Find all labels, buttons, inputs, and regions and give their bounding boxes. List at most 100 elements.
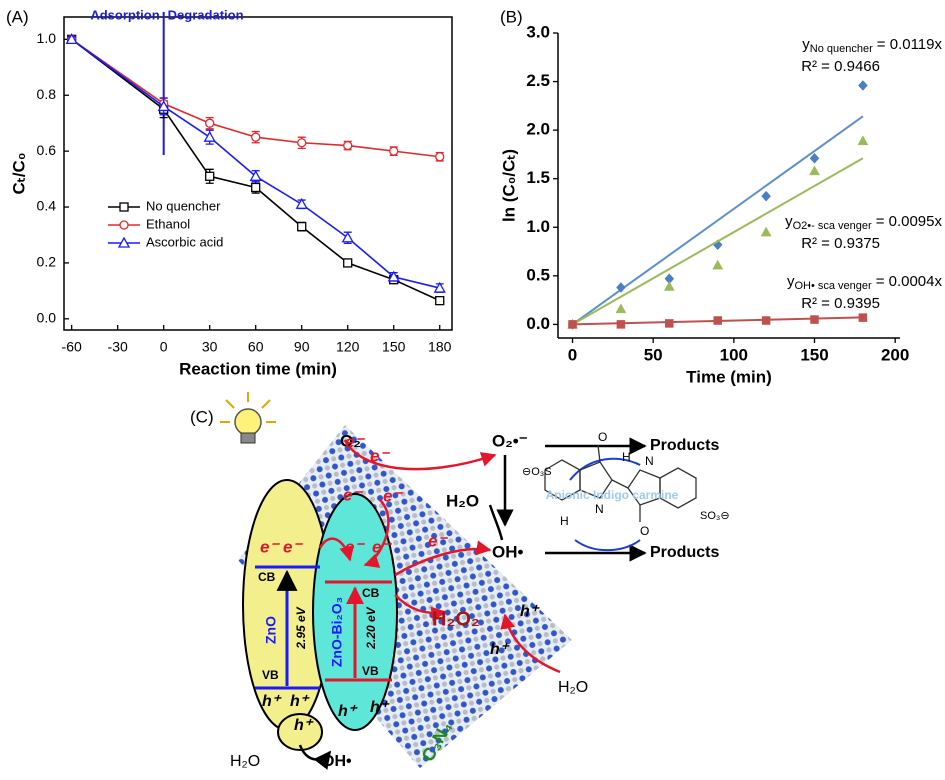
marker xyxy=(810,315,819,324)
marker xyxy=(203,130,216,142)
band-label: CB xyxy=(258,570,276,584)
marker xyxy=(713,316,722,325)
y-tick-label: 2.5 xyxy=(526,71,550,90)
c3n4-sheet xyxy=(238,425,572,768)
label: Products xyxy=(650,437,719,454)
x-tick-label: 30 xyxy=(202,339,218,355)
marker xyxy=(249,169,262,181)
marker xyxy=(568,320,577,329)
annotation: Degradation xyxy=(168,7,244,22)
marker xyxy=(65,33,78,45)
marker xyxy=(809,152,820,164)
marker xyxy=(857,135,869,146)
bands xyxy=(255,565,392,690)
molecule-name: Anionic Indigo carmine xyxy=(546,488,679,502)
series-line xyxy=(71,38,440,158)
electron: e⁻ xyxy=(345,537,365,556)
fit-slope: = 0.0095x xyxy=(876,213,943,230)
bulb-icon xyxy=(220,392,276,444)
panel-label: (C) xyxy=(190,407,214,426)
fit-symbol: y xyxy=(802,36,810,53)
fit-line xyxy=(572,157,864,326)
electron: e⁻ xyxy=(370,446,390,465)
legend-label: Ethanol xyxy=(146,216,190,231)
series-name: OH• sca venger xyxy=(794,280,872,292)
marker xyxy=(119,202,129,212)
legend-label: Ascorbic acid xyxy=(146,234,223,249)
hole: h⁺ xyxy=(290,693,310,710)
marker xyxy=(389,146,399,156)
x-tick-label: 50 xyxy=(644,345,663,364)
atom: O xyxy=(640,524,649,538)
marker xyxy=(761,316,771,325)
label: OH• xyxy=(492,542,524,561)
marker xyxy=(760,226,772,237)
r-squared: R² = 0.9375 xyxy=(801,235,880,252)
y-tick-label: 0.6 xyxy=(37,142,57,158)
x-tick-label: 100 xyxy=(720,345,748,364)
y-tick-label: 1.0 xyxy=(526,217,550,236)
label: O₂•⁻ xyxy=(492,431,528,450)
sulfonate: SO₃⊖ xyxy=(700,510,730,522)
marker xyxy=(117,236,131,248)
series-line xyxy=(71,38,440,289)
marker xyxy=(157,100,170,112)
hole: h⁺ xyxy=(338,703,358,720)
fit-equation: yO2•- sca venger = 0.0095x xyxy=(785,213,942,232)
fit-symbol: y xyxy=(787,273,795,290)
atom: H xyxy=(622,450,631,464)
plot-frame xyxy=(63,16,453,331)
marker xyxy=(761,190,771,202)
x-tick-label: -60 xyxy=(62,339,82,355)
marker xyxy=(295,197,308,209)
label: O₂ xyxy=(340,431,361,450)
label: H₂O xyxy=(230,753,260,770)
label: H₂O xyxy=(446,491,479,510)
x-tick-label: 150 xyxy=(382,339,406,355)
label: H₂O₂ xyxy=(432,608,480,630)
series-line xyxy=(71,38,441,302)
series-name: O2•- sca venger xyxy=(793,220,872,232)
x-axis-label: Time (min) xyxy=(686,367,772,386)
series-name: No quencher xyxy=(810,43,873,55)
label: ZnO xyxy=(263,616,279,644)
y-tick-label: 1.0 xyxy=(37,30,57,46)
panel-label: (A) xyxy=(6,7,29,26)
marker xyxy=(435,296,445,306)
black-arrows xyxy=(298,437,647,770)
marker xyxy=(665,319,674,328)
fit-slope: = 0.0119x xyxy=(877,36,943,53)
x-tick-label: 200 xyxy=(881,345,909,364)
red-arrows xyxy=(318,439,561,674)
x-tick-label: -30 xyxy=(108,339,128,355)
marker xyxy=(119,220,129,230)
band-label: VB xyxy=(262,668,279,682)
x-tick-label: 0 xyxy=(568,345,577,364)
fit-equation: yOH• sca venger = 0.0004x xyxy=(787,273,943,292)
label: ZnO-Bi₂O₃ xyxy=(329,597,345,667)
electron: e⁻ xyxy=(345,432,365,451)
y-tick-label: 3.0 xyxy=(526,22,550,41)
electron: e⁻ xyxy=(428,531,448,550)
marker xyxy=(712,259,724,270)
label: Products xyxy=(650,544,719,561)
legend-label: No quencher xyxy=(146,198,221,213)
small-particle xyxy=(277,713,323,751)
atom: N xyxy=(595,502,604,516)
band-label: CB xyxy=(362,586,380,600)
x-axis-label: Reaction time (min) xyxy=(179,359,337,378)
marker xyxy=(205,171,215,181)
electron: e⁻ xyxy=(383,486,403,505)
fit-equation: yNo quencher = 0.0119x xyxy=(802,36,942,55)
marker xyxy=(251,182,261,193)
r-squared: R² = 0.9466 xyxy=(801,58,880,75)
atom: O xyxy=(598,430,607,444)
diagram: (C) ⊖O₃S SO₃⊖ O H xyxy=(190,392,730,770)
marker xyxy=(205,118,215,128)
marker xyxy=(663,281,675,291)
y-tick-label: 2.0 xyxy=(526,120,550,139)
marker xyxy=(435,152,445,162)
y-axis-label: ln (C₀/Cₜ) xyxy=(499,149,518,222)
marker xyxy=(615,303,627,314)
